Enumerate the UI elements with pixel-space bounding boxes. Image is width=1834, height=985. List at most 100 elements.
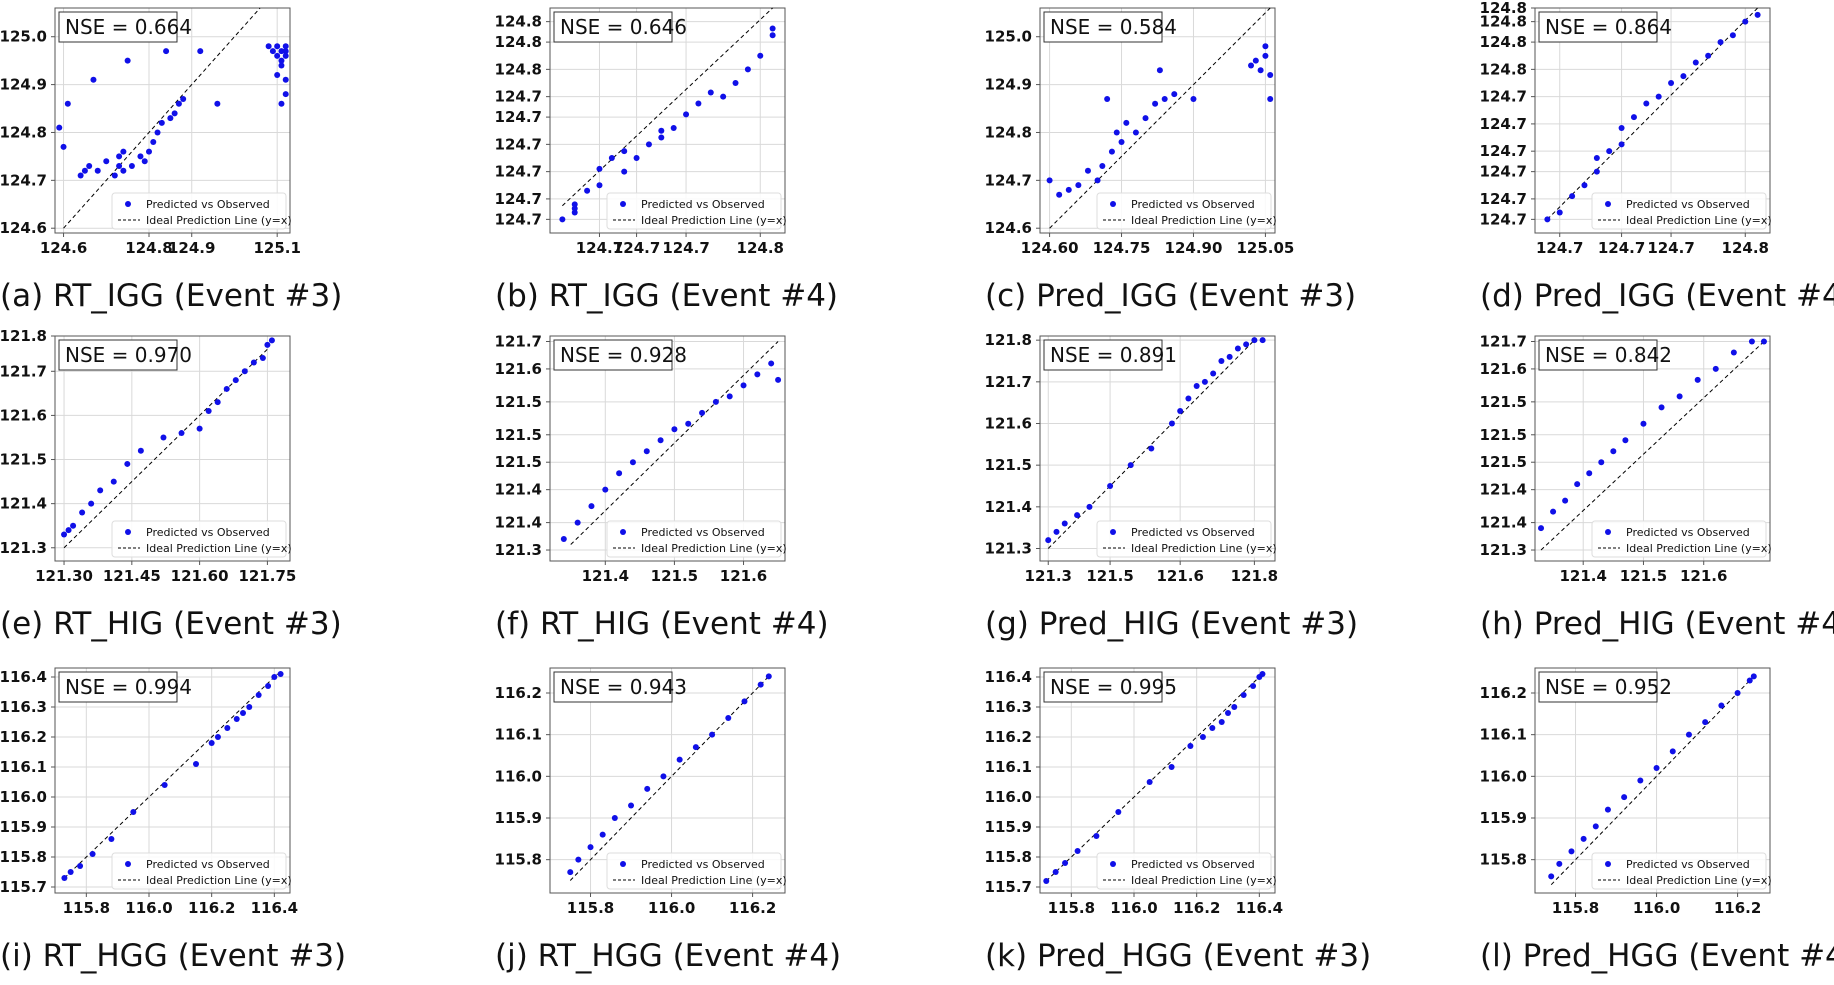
x-tick-label: 116.2 bbox=[1714, 899, 1761, 917]
data-point bbox=[124, 460, 131, 467]
nse-box bbox=[553, 11, 673, 43]
y-tick-label: 121.5 bbox=[495, 453, 542, 471]
nse-value: NSE = 0.952 bbox=[1545, 675, 1672, 699]
y-tick-label: 116.4 bbox=[0, 668, 47, 686]
y-tick-label: 121.6 bbox=[985, 415, 1032, 433]
data-point bbox=[1593, 155, 1600, 161]
ideal-prediction-line bbox=[63, 348, 268, 549]
data-point bbox=[205, 408, 212, 414]
data-point bbox=[214, 734, 221, 740]
legend-label-predicted: Predicted vs Observed bbox=[1131, 526, 1255, 539]
data-point bbox=[599, 831, 606, 838]
legend-label-ideal: Ideal Prediction Line (y=x) bbox=[1131, 542, 1277, 555]
y-tick-label: 121.5 bbox=[0, 451, 47, 469]
nse-value: NSE = 0.943 bbox=[560, 675, 687, 699]
legend-label-predicted: Predicted vs Observed bbox=[146, 526, 270, 539]
data-point bbox=[137, 153, 144, 160]
legend-label-predicted: Predicted vs Observed bbox=[1131, 198, 1255, 211]
data-point bbox=[1702, 719, 1709, 726]
data-point bbox=[1750, 673, 1757, 680]
data-point bbox=[1108, 148, 1115, 155]
scatter-panel: 124.7 124.7 124.7 124.8 124.7 124.7 124.7 124.7… bbox=[1480, 0, 1834, 325]
legend-label-ideal: Ideal Prediction Line (y=x) bbox=[641, 542, 787, 555]
legend-point-marker bbox=[1110, 861, 1116, 867]
data-point bbox=[1562, 497, 1569, 504]
data-point bbox=[608, 155, 615, 161]
scatter-chart: 124.60 124.75 124.90 125.05 124.6 124.7 124.8 1… bbox=[985, 7, 1294, 257]
axes-frame bbox=[1039, 667, 1276, 894]
data-point bbox=[1046, 177, 1053, 184]
data-point bbox=[241, 368, 248, 375]
y-tick-label: 121.4 bbox=[1480, 514, 1527, 532]
data-point bbox=[250, 359, 257, 366]
data-point bbox=[116, 153, 123, 160]
legend-label-ideal: Ideal Prediction Line (y=x) bbox=[1626, 542, 1772, 555]
data-point bbox=[720, 93, 727, 100]
data-point bbox=[282, 48, 289, 55]
data-point bbox=[1201, 378, 1208, 385]
y-tick-label: 121.7 bbox=[0, 362, 47, 380]
data-point bbox=[588, 503, 595, 510]
data-point bbox=[1655, 93, 1662, 100]
y-tick-label: 116.2 bbox=[1480, 684, 1527, 702]
data-point bbox=[282, 76, 289, 83]
data-point bbox=[1251, 337, 1258, 344]
data-point bbox=[709, 731, 716, 738]
y-tick-label: 124.8 bbox=[495, 60, 542, 78]
legend-point-marker bbox=[125, 861, 131, 867]
y-tick-label: 116.0 bbox=[985, 788, 1032, 806]
data-point bbox=[1218, 358, 1225, 364]
data-point bbox=[1161, 95, 1168, 102]
x-tick-label: 124.7 bbox=[662, 239, 709, 257]
legend-box bbox=[111, 192, 287, 230]
data-point bbox=[1148, 445, 1155, 452]
data-point bbox=[1556, 860, 1563, 867]
y-tick-label: 124.7 bbox=[1480, 210, 1527, 228]
data-point bbox=[1250, 683, 1257, 689]
y-tick-label: 115.9 bbox=[495, 809, 542, 827]
legend-point-marker bbox=[1605, 529, 1611, 535]
legend-point-marker bbox=[620, 861, 626, 867]
data-point bbox=[1171, 91, 1178, 98]
scatter-panel: 115.8 116.0 116.2 116.4 115.7 115.8 115.9 116.0… bbox=[985, 660, 1445, 985]
y-tick-label: 116.0 bbox=[0, 788, 47, 806]
legend-label-ideal: Ideal Prediction Line (y=x) bbox=[641, 874, 787, 887]
scatter-panel: 124.7 124.7 124.7 124.8 124.7 124.7 124.7 124.7… bbox=[495, 0, 955, 325]
data-point bbox=[1680, 73, 1687, 80]
data-point bbox=[61, 875, 68, 881]
x-tick-label: 124.6 bbox=[40, 239, 87, 257]
y-tick-label: 124.8 bbox=[1480, 13, 1527, 31]
data-point bbox=[208, 740, 215, 746]
panel-caption: (e) RT_HIG (Event #3) bbox=[0, 606, 342, 642]
data-point bbox=[141, 158, 148, 165]
legend-label-ideal: Ideal Prediction Line (y=x) bbox=[1131, 874, 1277, 887]
x-tick-label: 124.7 bbox=[613, 239, 660, 257]
data-point bbox=[163, 48, 170, 55]
panel-caption: (h) Pred_HIG (Event #4) bbox=[1480, 606, 1834, 642]
data-point bbox=[1045, 537, 1052, 544]
data-point bbox=[621, 168, 628, 175]
data-point bbox=[657, 437, 664, 444]
panel-caption: (k) Pred_HGG (Event #3) bbox=[985, 938, 1372, 974]
axes-frame bbox=[54, 335, 291, 562]
y-tick-label: 124.7 bbox=[985, 171, 1032, 189]
nse-box bbox=[1538, 671, 1658, 703]
y-tick-label: 124.7 bbox=[1480, 142, 1527, 160]
data-point bbox=[1705, 52, 1712, 59]
data-point bbox=[1630, 114, 1637, 121]
data-point bbox=[775, 376, 782, 383]
data-point bbox=[1086, 503, 1093, 510]
data-point bbox=[757, 52, 764, 59]
data-point bbox=[725, 715, 732, 721]
x-tick-label: 121.6 bbox=[1680, 567, 1727, 585]
x-tick-label: 124.7 bbox=[576, 239, 623, 257]
legend-label-predicted: Predicted vs Observed bbox=[1626, 526, 1750, 539]
data-point bbox=[732, 80, 739, 86]
y-tick-label: 124.8 bbox=[495, 13, 542, 31]
data-point bbox=[596, 182, 603, 189]
panel-caption: (f) RT_HIG (Event #4) bbox=[495, 606, 829, 642]
data-point bbox=[1257, 67, 1264, 74]
